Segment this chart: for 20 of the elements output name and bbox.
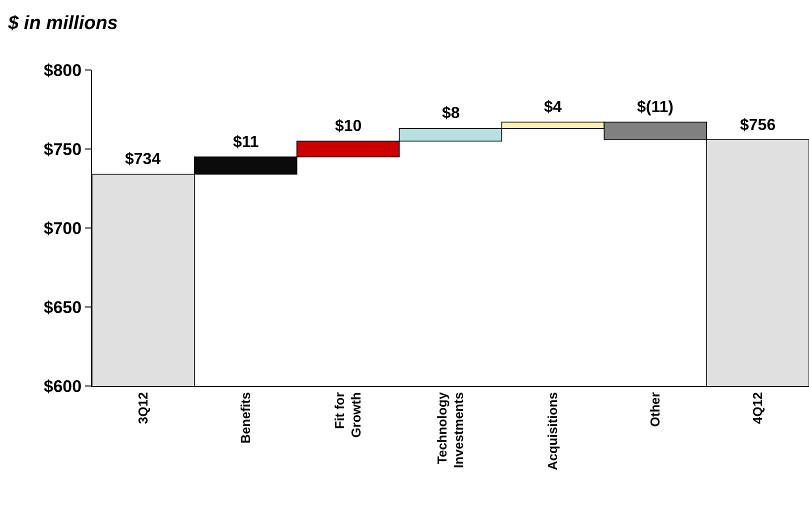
y-tick-label: $650	[44, 298, 82, 317]
y-tick-label: $800	[44, 60, 82, 80]
x-tick-label: Acquisitions	[545, 392, 560, 470]
x-tick-label: Technology Investments	[434, 391, 466, 468]
data-label: $(11)	[637, 99, 674, 116]
chart-title: $ in millions	[7, 12, 118, 34]
x-tick-label: 4Q12	[750, 392, 766, 424]
y-tick-label: $750	[44, 140, 82, 159]
x-tick-label: Benefits	[238, 392, 253, 444]
data-label: $8	[442, 105, 460, 122]
x-tick-label: Fit for Growth	[332, 392, 364, 438]
data-label: $11	[233, 134, 259, 151]
y-tick-label: $700	[44, 218, 82, 238]
x-tick-label: 3Q12	[135, 392, 150, 424]
data-label: $4	[544, 99, 562, 116]
y-tick-label: $600	[44, 376, 82, 396]
data-label: $756	[740, 117, 776, 134]
data-label: $10	[335, 118, 362, 135]
x-tick-label: Other	[648, 392, 663, 427]
data-label: $734	[125, 151, 161, 168]
